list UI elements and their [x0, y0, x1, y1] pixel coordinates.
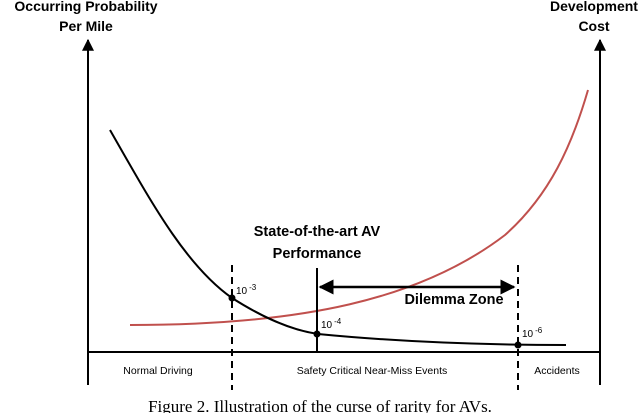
region-safety-critical: Safety Critical Near-Miss Events [297, 365, 448, 377]
region-accidents: Accidents [534, 365, 580, 377]
point-10e-3 [228, 294, 236, 302]
region-normal-driving: Normal Driving [123, 365, 193, 377]
sota-label-line1: State-of-the-art AV [254, 224, 381, 240]
occurring-probability-curve [109, 129, 567, 346]
tick-label-10e-3: 10 -3 [236, 283, 257, 297]
dilemma-zone-label: Dilemma Zone [404, 292, 503, 308]
left-axis-title-line2: Per Mile [59, 18, 113, 34]
right-axis-title-line1: Development [550, 0, 638, 14]
left-axis-title-line1: Occurring Probability [14, 0, 157, 14]
sota-label-line2: Performance [273, 246, 362, 262]
right-axis-title-line2: Cost [578, 18, 609, 34]
tick-label-10e-4: 10 -4 [321, 317, 342, 331]
development-cost-curve [129, 89, 589, 326]
tick-label-10e-6: 10 -6 [522, 326, 543, 340]
point-10e-4 [313, 330, 321, 338]
point-10e-6 [514, 341, 522, 349]
figure-caption: Figure 2. Illustration of the curse of r… [148, 397, 492, 413]
